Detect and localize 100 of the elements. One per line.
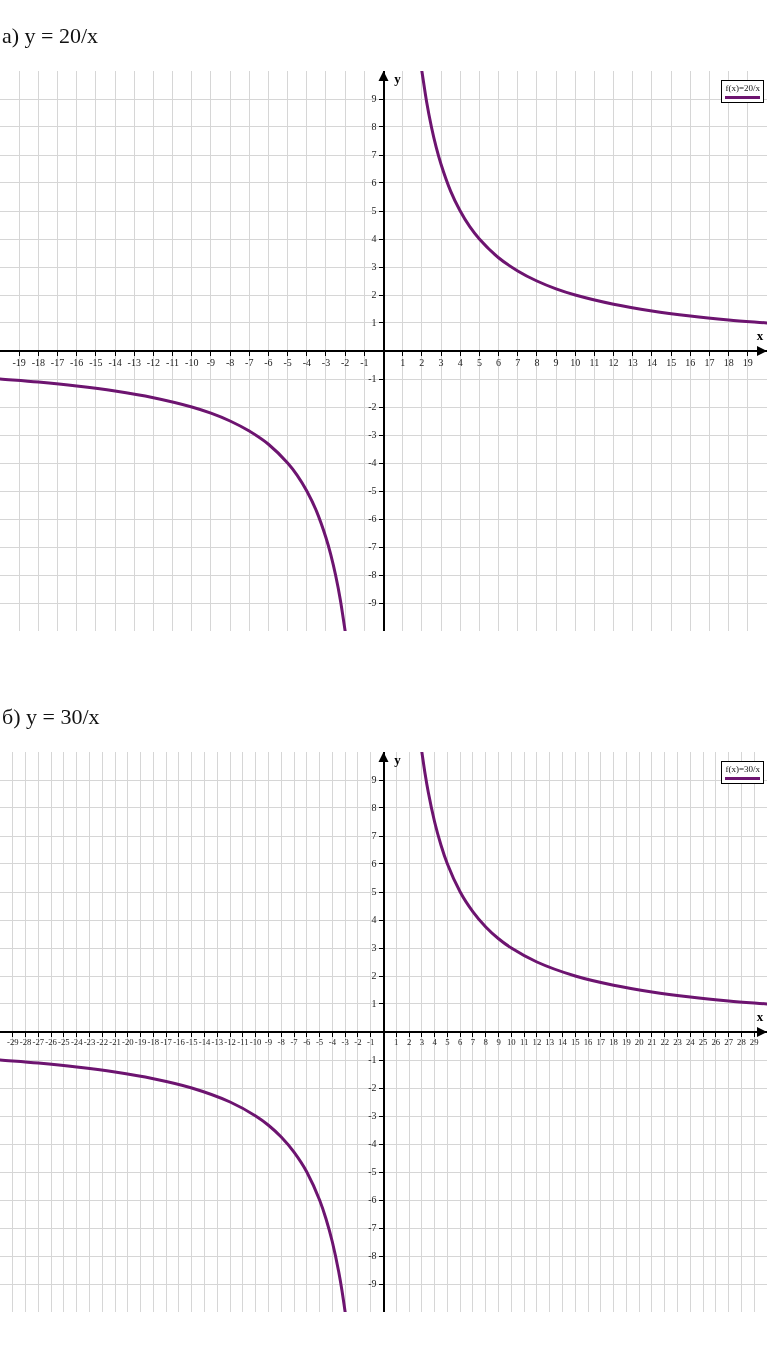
y-tick-label: 7 — [371, 148, 377, 160]
x-tick-label: -3 — [321, 356, 331, 368]
x-tick-label: -12 — [224, 1037, 236, 1048]
y-tick-label: -3 — [368, 428, 377, 440]
x-tick-label: 27 — [724, 1037, 734, 1048]
x-tick-label: -17 — [50, 356, 65, 368]
x-tick-label: -13 — [127, 356, 141, 368]
y-tick-label: -3 — [368, 1109, 377, 1121]
x-tick-label: 8 — [483, 1037, 489, 1048]
x-tick-label: -2 — [354, 1037, 362, 1048]
x-tick-label: 6 — [458, 1037, 464, 1048]
x-tick-label: 24 — [685, 1037, 696, 1048]
x-tick-label: 15 — [570, 1037, 580, 1048]
y-axis-title: y — [394, 71, 402, 87]
x-tick-label: 18 — [723, 356, 734, 368]
x-tick-label: -17 — [160, 1037, 173, 1048]
x-tick-label: -13 — [211, 1037, 224, 1048]
text: f(x)=30/x — [725, 764, 760, 775]
x-tick-label: -15 — [185, 1037, 198, 1048]
y-tick-label: 1 — [371, 997, 377, 1009]
x-tick-label: 5 — [445, 1037, 450, 1048]
y-tick-label: 4 — [371, 913, 377, 925]
x-tick-label: -23 — [83, 1037, 96, 1048]
x-tick-label: 13 — [627, 356, 638, 368]
x-tick-label: -18 — [31, 356, 46, 368]
x-tick-label: 7 — [515, 356, 521, 368]
x-tick-label: -20 — [122, 1037, 135, 1048]
x-tick-label: -12 — [146, 356, 161, 368]
y-tick-label: -9 — [368, 1277, 377, 1289]
x-tick-label: 10 — [506, 1037, 517, 1048]
y-tick-label: -6 — [368, 512, 377, 524]
x-tick-label: 28 — [737, 1037, 747, 1048]
x-tick-label: 6 — [496, 356, 502, 368]
y-tick-label: -2 — [368, 400, 377, 412]
x-tick-label: -4 — [302, 356, 311, 368]
y-tick-label: 3 — [371, 260, 377, 272]
x-tick-label: -6 — [303, 1037, 312, 1048]
y-tick-label: -8 — [368, 1249, 377, 1261]
x-tick-label: 4 — [432, 1037, 438, 1048]
y-tick-label: -7 — [368, 1221, 377, 1233]
y-tick-label: 5 — [371, 885, 377, 897]
x-tick-label: 10 — [570, 356, 581, 368]
x-tick-label: 23 — [673, 1037, 682, 1048]
y-tick-label: 2 — [371, 288, 377, 300]
x-tick-label: -7 — [290, 1037, 299, 1048]
x-tick-label: 19 — [622, 1037, 631, 1048]
x-tick-label: 16 — [583, 1037, 594, 1048]
y-tick-label: 9 — [371, 773, 377, 785]
x-tick-label: 3 — [438, 356, 444, 368]
x-tick-label: 14 — [558, 1037, 568, 1048]
x-tick-label: 7 — [470, 1037, 476, 1048]
x-tick-label: -21 — [109, 1037, 121, 1048]
x-tick-label: 12 — [532, 1037, 542, 1048]
x-tick-label: 5 — [476, 356, 482, 368]
x-tick-label: 11 — [519, 1037, 529, 1048]
x-tick-label: 12 — [608, 356, 619, 368]
x-tick-label: 29 — [749, 1037, 759, 1048]
y-tick-label: 8 — [371, 801, 377, 813]
y-tick-label: 5 — [371, 204, 377, 216]
x-tick-label: -6 — [264, 356, 273, 368]
x-tick-label: 1 — [400, 356, 406, 368]
x-tick-label: -22 — [96, 1037, 109, 1048]
y-tick-label: 6 — [371, 176, 377, 188]
x-tick-label: 17 — [704, 356, 715, 368]
x-tick-label: 20 — [634, 1037, 645, 1048]
x-tick-label: -4 — [328, 1037, 337, 1048]
x-tick-label: 15 — [666, 356, 677, 368]
x-tick-label: 8 — [534, 356, 540, 368]
x-tick-label: 16 — [685, 356, 696, 368]
text: f(x)=20/x — [725, 83, 760, 94]
x-tick-label: -11 — [237, 1037, 249, 1048]
y-tick-label: -4 — [368, 1137, 377, 1149]
x-tick-label: 2 — [406, 1037, 412, 1048]
x-tick-label: 11 — [589, 356, 600, 368]
x-tick-label: 4 — [457, 356, 463, 368]
x-tick-label: -27 — [32, 1037, 45, 1048]
y-tick-label: -5 — [368, 484, 377, 496]
x-tick-label: -15 — [89, 356, 103, 368]
y-tick-label: 1 — [371, 316, 377, 328]
x-tick-label: 14 — [646, 356, 657, 368]
y-axis-title: y — [394, 752, 402, 768]
x-axis-title: x — [756, 328, 764, 344]
x-tick-label: -8 — [225, 356, 235, 368]
y-tick-label: -6 — [368, 1193, 377, 1205]
x-tick-label: -5 — [315, 1037, 324, 1048]
x-tick-label: -18 — [147, 1037, 160, 1048]
y-tick-label: -7 — [368, 540, 377, 552]
y-tick-label: -5 — [368, 1165, 377, 1177]
x-tick-label: -26 — [45, 1037, 58, 1048]
x-tick-label: 22 — [660, 1037, 670, 1048]
y-tick-label: -4 — [368, 456, 377, 468]
x-tick-label: 2 — [419, 356, 425, 368]
y-tick-label: -1 — [368, 372, 377, 384]
x-tick-label: 26 — [711, 1037, 721, 1048]
x-tick-label: -11 — [166, 356, 180, 368]
y-tick-label: 9 — [371, 92, 377, 104]
y-tick-label: 6 — [371, 857, 377, 869]
x-axis-title: x — [756, 1009, 764, 1025]
x-tick-label: -14 — [198, 1037, 211, 1048]
x-tick-label: -25 — [58, 1037, 70, 1048]
